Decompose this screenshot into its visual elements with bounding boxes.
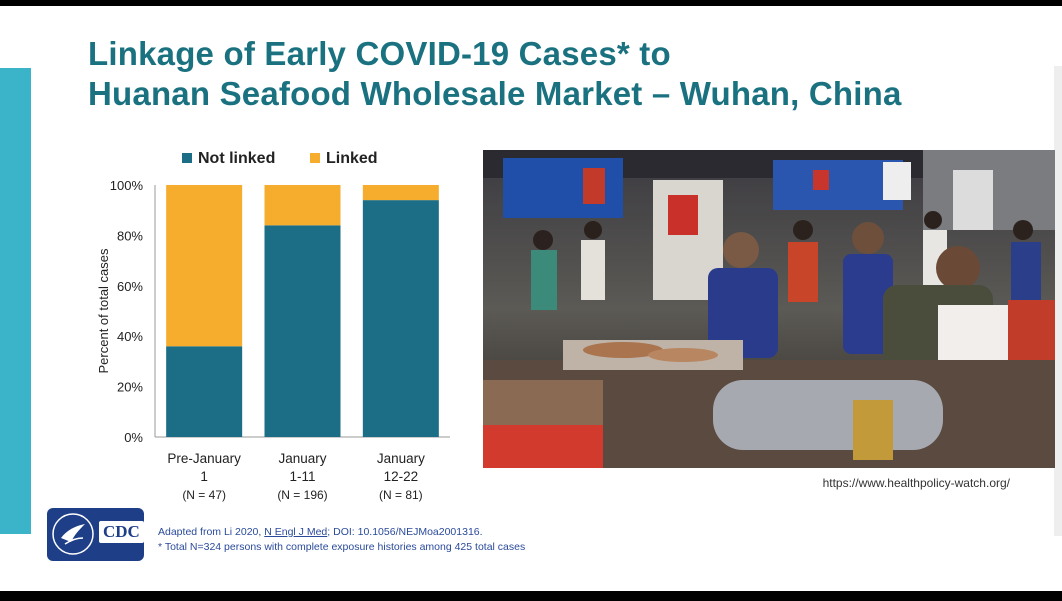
citation: Adapted from Li 2020, N Engl J Med; DOI:… <box>158 525 483 539</box>
market-photo <box>483 150 1055 468</box>
accent-bar <box>0 68 31 534</box>
photo-credit: https://www.healthpolicy-watch.org/ <box>822 476 1010 490</box>
x-tick-sample-size: (N = 196) <box>277 488 327 502</box>
bar-linked <box>362 185 439 201</box>
y-tick-label: 100% <box>110 178 144 193</box>
y-tick-label: 20% <box>117 380 143 395</box>
bar-not-linked <box>166 346 243 437</box>
x-tick-label: Pre-January <box>167 451 241 466</box>
bar-not-linked <box>264 225 341 437</box>
slide: Linkage of Early COVID-19 Cases* to Huan… <box>0 6 1062 591</box>
x-tick-sample-size: (N = 81) <box>379 488 423 502</box>
citation-journal: N Engl J Med <box>264 526 328 538</box>
legend-swatch <box>182 153 192 163</box>
market-photo-illustration <box>483 150 1055 468</box>
y-axis-label: Percent of total cases <box>96 248 111 374</box>
x-tick-label: 1 <box>200 469 208 484</box>
bar-not-linked <box>362 200 439 437</box>
legend-label: Linked <box>326 150 378 167</box>
bar-linked <box>166 185 243 347</box>
y-tick-label: 80% <box>117 228 143 243</box>
citation-suffix: ; DOI: 10.1056/NEJMoa2001316. <box>327 526 483 538</box>
x-tick-sample-size: (N = 47) <box>182 488 226 502</box>
cdc-logo: CDC <box>47 508 144 561</box>
legend-swatch <box>310 153 320 163</box>
slide-title-line2: Huanan Seafood Wholesale Market – Wuhan,… <box>88 75 902 112</box>
legend-label: Not linked <box>198 150 275 167</box>
stacked-bar-chart: 0% 20% 40% 60% 80% 100% Percent of total cases… <box>96 150 450 502</box>
right-strip <box>1054 66 1062 536</box>
hhs-eagle-icon <box>52 513 94 555</box>
x-tick-label: January <box>377 451 425 466</box>
cdc-logo-text: CDC <box>99 521 144 543</box>
x-tick-label: 1-11 <box>289 469 315 484</box>
slide-title-line1: Linkage of Early COVID-19 Cases* to <box>88 35 671 72</box>
y-tick-label: 60% <box>117 279 143 294</box>
footnote: * Total N=324 persons with complete expo… <box>158 541 526 553</box>
slide-title: Linkage of Early COVID-19 Cases* to Huan… <box>88 34 902 114</box>
y-tick-label: 40% <box>117 329 143 344</box>
x-tick-label: 12-22 <box>384 469 419 484</box>
citation-prefix: Adapted from Li 2020, <box>158 526 265 538</box>
bar-linked <box>264 185 341 226</box>
x-tick-label: January <box>278 451 326 466</box>
y-tick-label: 0% <box>124 430 143 445</box>
